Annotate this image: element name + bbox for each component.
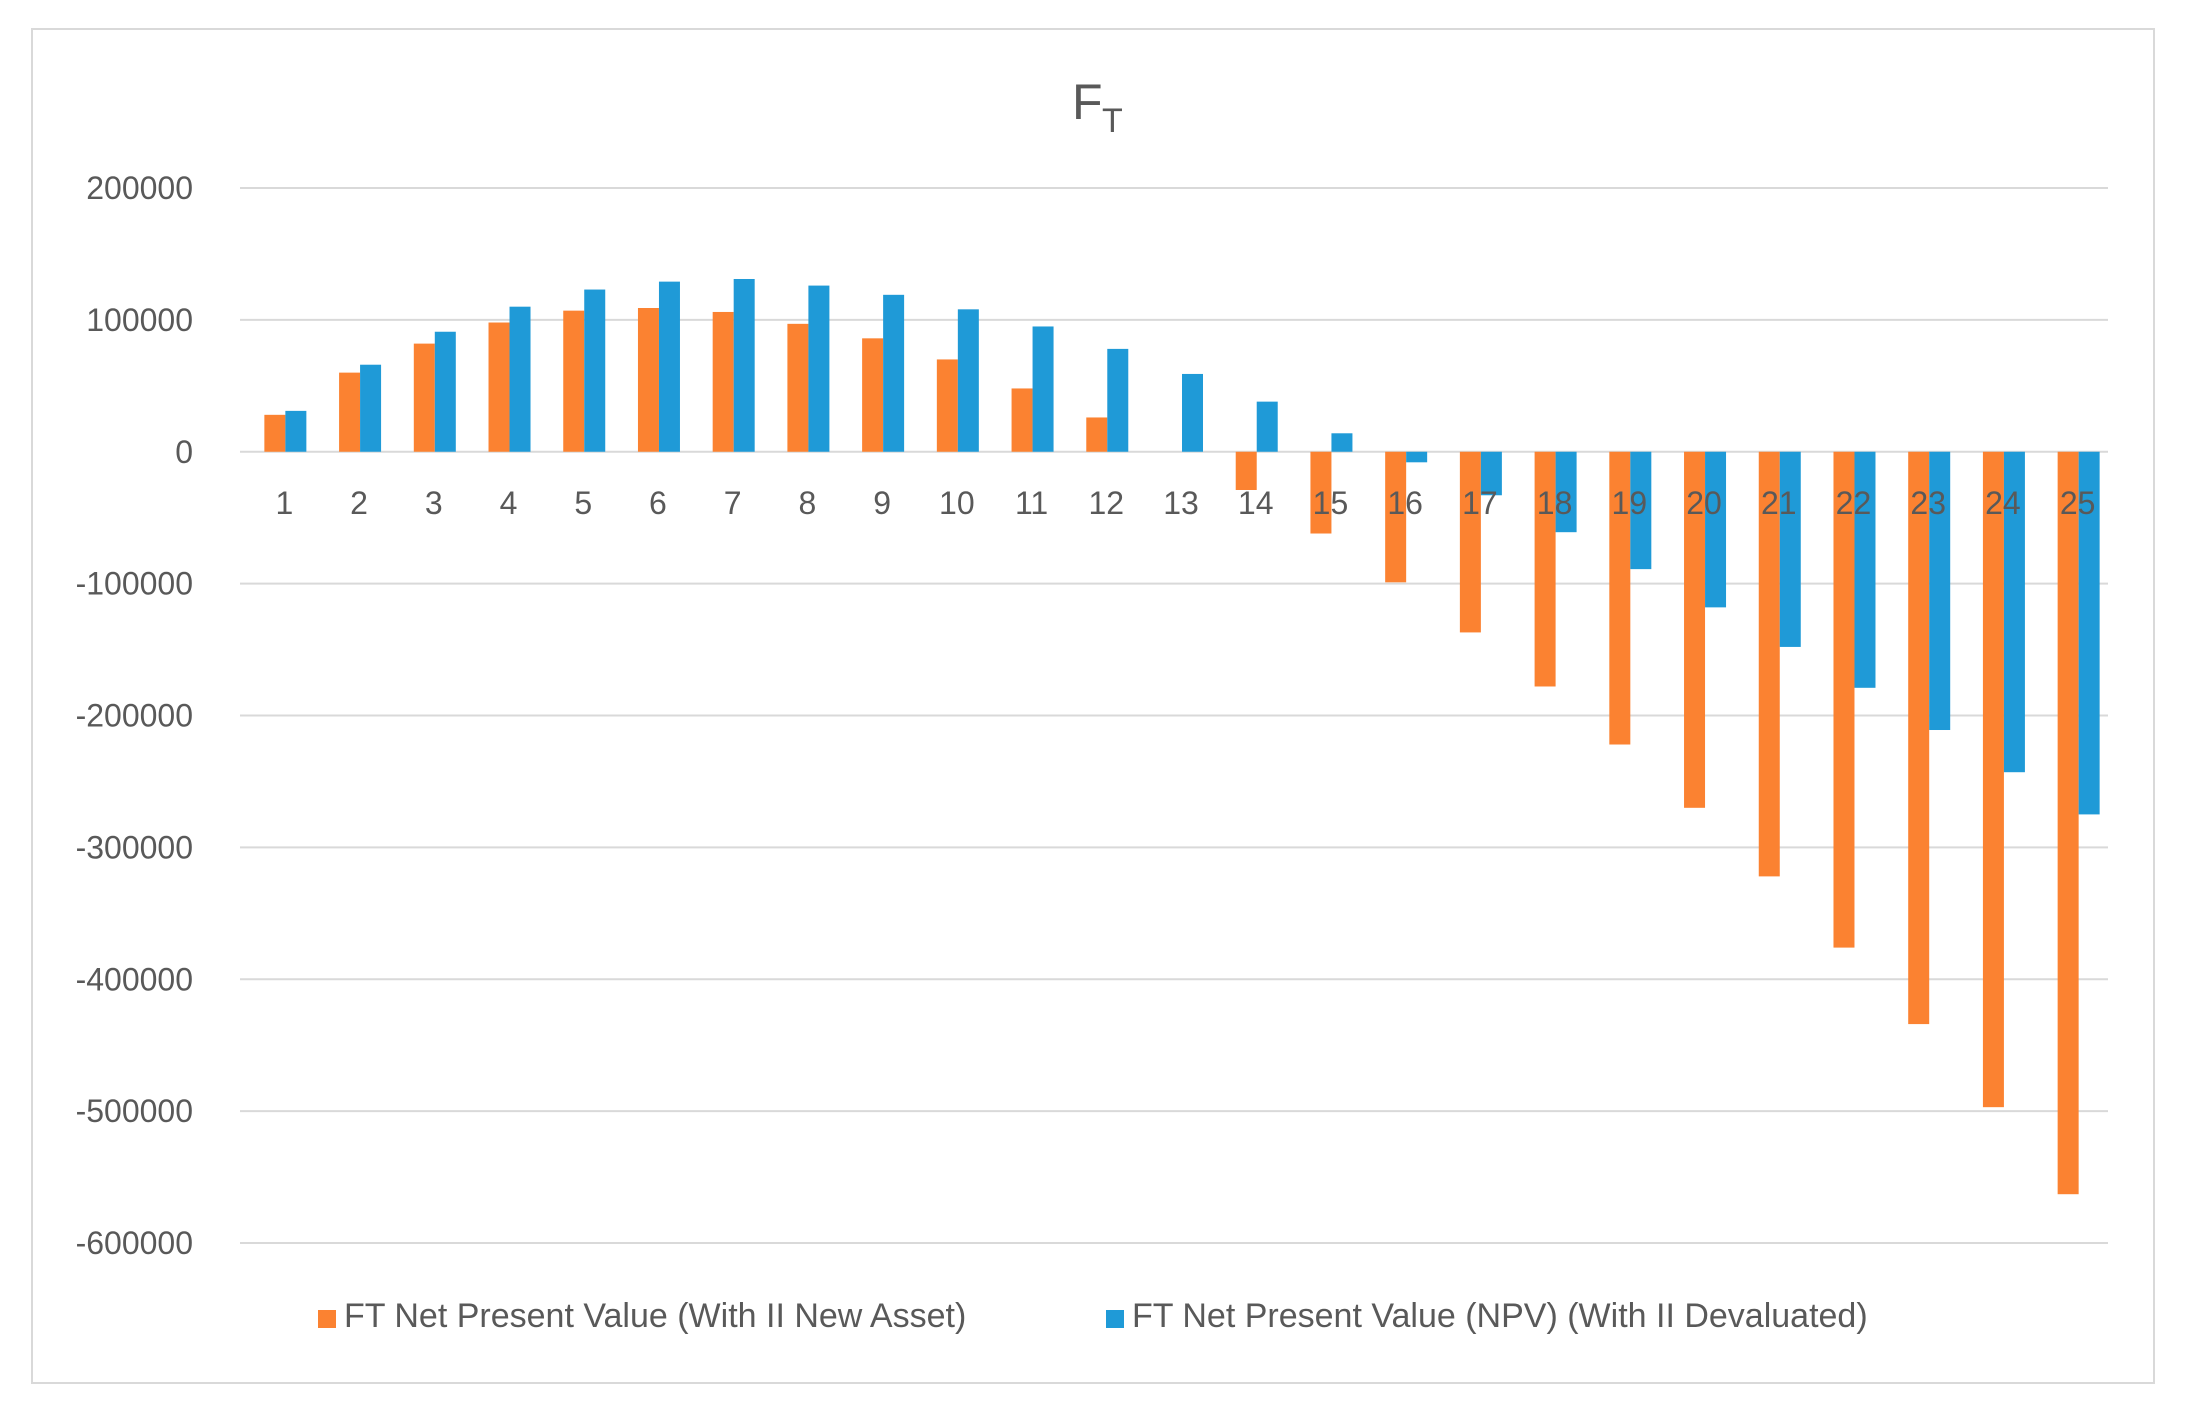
bar-series-2-cat-22 (1854, 451, 1876, 688)
x-tick-label: 10 (939, 485, 975, 521)
bar-series-2-cat-19 (1630, 451, 1652, 570)
y-tick-label: -300000 (76, 829, 193, 865)
x-tick-label: 12 (1088, 485, 1124, 521)
bar-series-2-cat-15 (1331, 433, 1353, 452)
y-tick-label: -200000 (76, 698, 193, 734)
x-tick-label: 16 (1387, 485, 1423, 521)
legend-label-series-2: FT Net Present Value (NPV) (With II Deva… (1132, 1297, 1868, 1335)
bar-series-2-cat-24 (2003, 451, 2025, 773)
bar-series-2-cat-4 (509, 306, 531, 452)
x-tick-label: 6 (649, 485, 667, 521)
bar-series-2-cat-6 (658, 281, 680, 452)
bar-series-1-cat-11 (1011, 388, 1033, 452)
bar-series-2-cat-12 (1107, 348, 1129, 452)
bar-series-2-cat-13 (1182, 373, 1203, 452)
chart-title-subscript: T (1102, 102, 1123, 140)
legend-swatch-series-2 (1106, 1310, 1124, 1328)
bar-series-1-cat-22 (1833, 451, 1855, 948)
y-tick-label: -400000 (76, 961, 193, 997)
bar-series-2-cat-18 (1555, 451, 1577, 533)
chart-frame (31, 28, 2155, 1384)
y-tick-label: 200000 (86, 170, 193, 206)
x-tick-label: 13 (1163, 485, 1199, 521)
x-tick-label: 25 (2060, 485, 2096, 521)
x-tick-label: 5 (574, 485, 592, 521)
bar-series-1-cat-19 (1609, 451, 1631, 745)
bar-series-1-cat-24 (1982, 451, 2004, 1108)
x-tick-label: 11 (1015, 485, 1048, 521)
bar-series-1-cat-20 (1684, 451, 1706, 808)
bar-series-2-cat-7 (733, 278, 755, 452)
bar-series-2-cat-3 (434, 331, 456, 452)
x-tick-label: 21 (1761, 485, 1797, 521)
bar-series-1-cat-18 (1534, 451, 1556, 687)
bar-series-2-cat-8 (808, 285, 830, 452)
x-tick-label: 3 (425, 485, 443, 521)
x-tick-label: 24 (1985, 485, 2021, 521)
x-tick-label: 4 (500, 485, 518, 521)
bar-series-2-cat-16 (1406, 451, 1428, 463)
bar-series-2-cat-25 (2078, 451, 2100, 815)
bar-series-1-cat-6 (637, 308, 659, 452)
y-tick-label: -600000 (76, 1225, 193, 1261)
x-tick-label: 17 (1462, 485, 1498, 521)
bar-series-2-cat-14 (1256, 401, 1278, 452)
bar-series-1-cat-8 (787, 323, 809, 452)
bar-series-1-cat-7 (712, 311, 734, 452)
bar-series-1-cat-2 (339, 372, 361, 452)
bar-series-2-cat-23 (1929, 451, 1951, 731)
x-tick-label: 1 (275, 485, 293, 521)
bar-series-1-cat-14 (1235, 451, 1257, 490)
bar-series-2-cat-10 (957, 309, 979, 452)
bar-series-2-cat-17 (1480, 451, 1502, 496)
bar-series-2-cat-5 (584, 289, 606, 452)
x-tick-label: 20 (1686, 485, 1722, 521)
bar-series-2-cat-2 (360, 364, 382, 452)
bar-series-1-cat-25 (2057, 451, 2079, 1195)
bar-series-1-cat-3 (413, 343, 435, 452)
bar-series-2-cat-9 (883, 294, 905, 452)
bar-series-1-cat-9 (862, 338, 884, 452)
bar-series-1-cat-17 (1459, 451, 1481, 633)
legend: FT Net Present Value (With II New Asset)… (318, 1297, 1868, 1335)
x-tick-label: 14 (1238, 485, 1274, 521)
y-axis-ticks: 200000 100000 0 -100000 -200000 -300000 -40000… (76, 170, 193, 1261)
bar-series-2-cat-20 (1705, 451, 1727, 608)
y-tick-label: 0 (175, 434, 193, 470)
y-tick-label: -100000 (76, 566, 193, 602)
bar-series-2-cat-1 (285, 410, 307, 452)
bar-series-1-cat-12 (1086, 417, 1108, 452)
bar-series-1-cat-15 (1310, 451, 1332, 534)
x-tick-label: 18 (1537, 485, 1573, 521)
x-axis-ticks: 1 2 3 4 5 6 7 8 9 10 11 12 13 14 15 16 17 18 19 20 21 22 23 24 2… (275, 485, 2095, 521)
bar-series-1-cat-23 (1908, 451, 1930, 1025)
bar-series-1-cat-21 (1758, 451, 1780, 877)
bar-series-1-cat-16 (1385, 451, 1407, 583)
chart-title: F T (1072, 74, 1123, 140)
bar-series-1-cat-1 (264, 414, 286, 452)
y-tick-label: -500000 (76, 1093, 193, 1129)
x-tick-label: 23 (1910, 485, 1946, 521)
x-tick-label: 15 (1313, 485, 1349, 521)
x-tick-label: 8 (799, 485, 817, 521)
legend-label-series-1: FT Net Present Value (With II New Asset) (344, 1297, 966, 1335)
bar-series-2-cat-11 (1032, 326, 1054, 452)
bars (264, 278, 2100, 1195)
bar-series-1-cat-10 (936, 359, 958, 452)
bar-series-1-cat-5 (563, 310, 585, 452)
legend-swatch-series-1 (318, 1310, 336, 1328)
x-tick-label: 7 (724, 485, 742, 521)
x-tick-label: 9 (873, 485, 891, 521)
gridlines (240, 187, 2108, 1244)
x-tick-label: 19 (1612, 485, 1648, 521)
chart-title-main: F (1072, 74, 1103, 130)
y-tick-label: 100000 (86, 302, 193, 338)
x-tick-label: 22 (1836, 485, 1872, 521)
bar-series-2-cat-21 (1779, 451, 1801, 647)
x-tick-label: 2 (350, 485, 368, 521)
bar-series-1-cat-4 (488, 322, 510, 452)
